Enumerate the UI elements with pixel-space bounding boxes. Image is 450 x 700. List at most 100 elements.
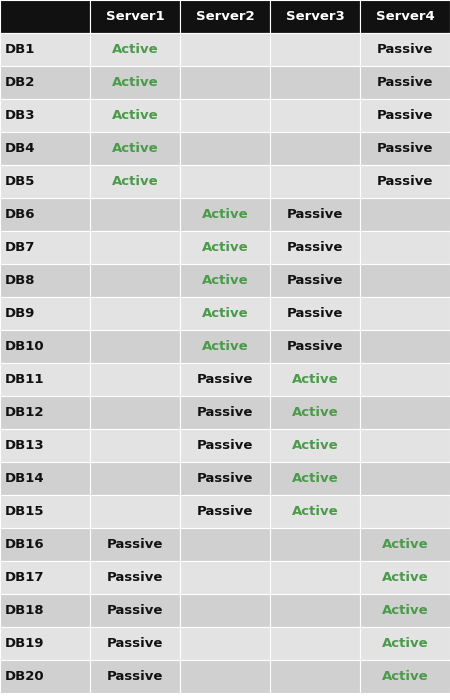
Bar [90, 363, 180, 396]
Bar [180, 0, 270, 33]
Bar [90, 561, 180, 594]
Bar [270, 165, 360, 198]
Text: Active: Active [292, 472, 338, 485]
Bar [270, 561, 360, 594]
Text: Passive: Passive [287, 208, 343, 221]
Bar [90, 396, 180, 429]
Bar [90, 165, 180, 198]
Bar [360, 33, 450, 66]
Bar [90, 264, 180, 297]
Bar [90, 660, 180, 693]
Bar [0, 165, 90, 198]
Bar [270, 297, 360, 330]
Bar [360, 297, 450, 330]
Bar [90, 231, 180, 264]
Bar [90, 297, 180, 330]
Bar [270, 231, 360, 264]
Text: Active: Active [202, 307, 248, 320]
Bar [0, 627, 90, 660]
Text: Passive: Passive [107, 670, 163, 683]
Bar [90, 66, 180, 99]
Bar [0, 231, 90, 264]
Bar [0, 33, 90, 66]
Bar [270, 363, 360, 396]
Bar [270, 330, 360, 363]
Bar [360, 330, 450, 363]
Text: DB6: DB6 [5, 208, 36, 221]
Text: Active: Active [202, 340, 248, 353]
Text: Active: Active [292, 439, 338, 452]
Text: Active: Active [382, 538, 428, 551]
Bar [0, 297, 90, 330]
Bar [360, 528, 450, 561]
Bar [360, 660, 450, 693]
Bar [180, 33, 270, 66]
Bar [0, 462, 90, 495]
Text: DB8: DB8 [5, 274, 36, 287]
Bar [180, 165, 270, 198]
Text: Active: Active [112, 175, 158, 188]
Text: Active: Active [292, 505, 338, 518]
Bar [0, 132, 90, 165]
Text: DB20: DB20 [5, 670, 45, 683]
Bar [0, 396, 90, 429]
Text: Server4: Server4 [376, 10, 434, 23]
Bar [270, 264, 360, 297]
Bar [360, 165, 450, 198]
Bar [90, 330, 180, 363]
Text: Passive: Passive [197, 406, 253, 419]
Text: DB10: DB10 [5, 340, 45, 353]
Bar [0, 99, 90, 132]
Bar [180, 363, 270, 396]
Bar [360, 0, 450, 33]
Bar [270, 462, 360, 495]
Text: Passive: Passive [107, 571, 163, 584]
Text: DB14: DB14 [5, 472, 45, 485]
Bar [360, 231, 450, 264]
Text: DB16: DB16 [5, 538, 45, 551]
Bar [90, 462, 180, 495]
Bar [180, 660, 270, 693]
Text: Passive: Passive [287, 274, 343, 287]
Bar [360, 132, 450, 165]
Text: Active: Active [202, 274, 248, 287]
Bar [360, 429, 450, 462]
Bar [270, 594, 360, 627]
Text: DB2: DB2 [5, 76, 36, 89]
Bar [180, 330, 270, 363]
Text: DB4: DB4 [5, 142, 36, 155]
Bar [0, 495, 90, 528]
Bar [270, 429, 360, 462]
Text: DB19: DB19 [5, 637, 45, 650]
Bar [360, 627, 450, 660]
Bar [90, 0, 180, 33]
Text: Active: Active [112, 43, 158, 56]
Text: Active: Active [382, 571, 428, 584]
Bar [0, 528, 90, 561]
Text: DB15: DB15 [5, 505, 45, 518]
Text: Passive: Passive [107, 637, 163, 650]
Bar [90, 495, 180, 528]
Text: DB17: DB17 [5, 571, 45, 584]
Text: Active: Active [382, 670, 428, 683]
Text: DB5: DB5 [5, 175, 36, 188]
Bar [0, 561, 90, 594]
Bar [270, 660, 360, 693]
Bar [180, 627, 270, 660]
Bar [90, 594, 180, 627]
Text: Passive: Passive [197, 373, 253, 386]
Bar [90, 627, 180, 660]
Bar [360, 495, 450, 528]
Text: Passive: Passive [377, 142, 433, 155]
Bar [270, 0, 360, 33]
Bar [90, 198, 180, 231]
Bar [90, 132, 180, 165]
Text: Passive: Passive [377, 76, 433, 89]
Text: Passive: Passive [377, 175, 433, 188]
Text: Passive: Passive [377, 43, 433, 56]
Text: Passive: Passive [197, 472, 253, 485]
Bar [180, 561, 270, 594]
Text: Active: Active [202, 208, 248, 221]
Bar [360, 594, 450, 627]
Bar [270, 495, 360, 528]
